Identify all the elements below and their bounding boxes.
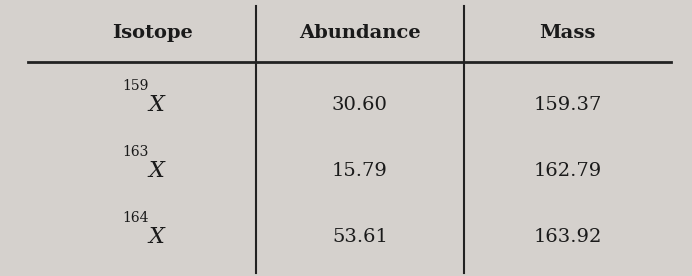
Text: Mass: Mass <box>539 24 596 42</box>
Text: 159: 159 <box>122 79 149 92</box>
Text: 53.61: 53.61 <box>332 228 388 246</box>
Text: Abundance: Abundance <box>299 24 421 42</box>
Text: 163.92: 163.92 <box>534 228 601 246</box>
Text: Isotope: Isotope <box>112 24 192 42</box>
Text: 159.37: 159.37 <box>534 96 601 114</box>
Text: 163: 163 <box>122 145 149 159</box>
Text: 162.79: 162.79 <box>534 162 601 180</box>
Text: 164: 164 <box>122 211 149 225</box>
Text: X: X <box>149 160 165 182</box>
Text: X: X <box>149 226 165 248</box>
Text: 15.79: 15.79 <box>332 162 388 180</box>
Text: 30.60: 30.60 <box>332 96 388 114</box>
Text: X: X <box>149 94 165 116</box>
